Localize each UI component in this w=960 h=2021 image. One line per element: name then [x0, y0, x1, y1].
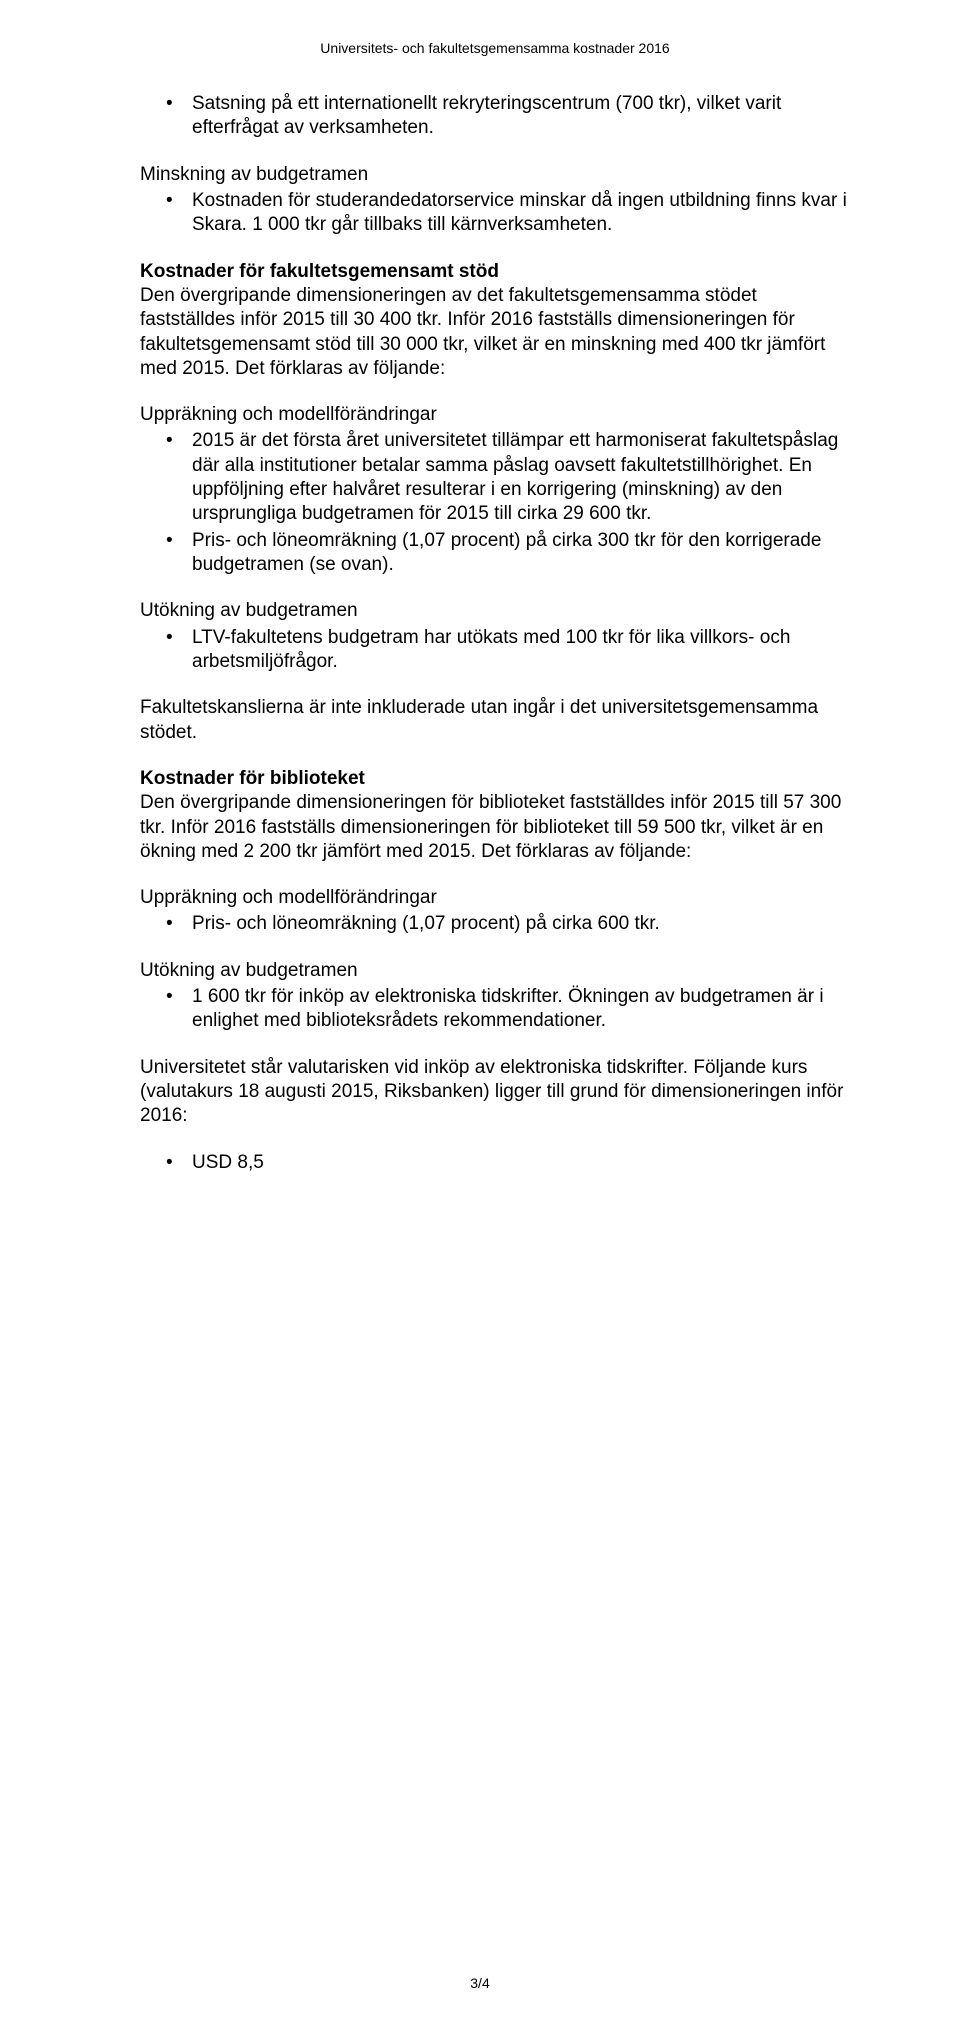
- bullet-list: USD 8,5: [140, 1151, 850, 1175]
- list-item: Kostnaden för studerandedatorservice min…: [192, 189, 850, 238]
- paragraph: Utökning av budgetramen: [140, 599, 850, 623]
- page-footer: 3/4: [0, 1975, 960, 1991]
- bullet-list: Pris- och löneomräkning (1,07 procent) p…: [140, 912, 850, 936]
- section-text: Den övergripande dimensioneringen för bi…: [140, 792, 841, 862]
- section-text: Den övergripande dimensioneringen av det…: [140, 285, 825, 379]
- list-item: LTV-fakultetens budgetram har utökats me…: [192, 626, 850, 675]
- list-item: Pris- och löneomräkning (1,07 procent) p…: [192, 529, 850, 578]
- list-item: Satsning på ett internationellt rekryter…: [192, 92, 850, 141]
- document-body: Satsning på ett internationellt rekryter…: [140, 92, 850, 1175]
- bullet-list: Kostnaden för studerandedatorservice min…: [140, 189, 850, 238]
- page-header: Universitets- och fakultetsgemensamma ko…: [140, 40, 850, 56]
- page: Universitets- och fakultetsgemensamma ko…: [0, 0, 960, 2021]
- paragraph: Kostnader för fakultetsgemensamt stöd De…: [140, 260, 850, 382]
- bullet-list: Satsning på ett internationellt rekryter…: [140, 92, 850, 141]
- list-item: 1 600 tkr för inköp av elektroniska tids…: [192, 985, 850, 1034]
- section-heading: Kostnader för biblioteket: [140, 768, 365, 789]
- paragraph: Universitetet står valutarisken vid inkö…: [140, 1056, 850, 1129]
- list-item: USD 8,5: [192, 1151, 850, 1175]
- paragraph: Minskning av budgetramen: [140, 163, 850, 187]
- paragraph: Uppräkning och modellförändringar: [140, 886, 850, 910]
- paragraph: Fakultetskanslierna är inte inkluderade …: [140, 696, 850, 745]
- bullet-list: 1 600 tkr för inköp av elektroniska tids…: [140, 985, 850, 1034]
- paragraph: Utökning av budgetramen: [140, 959, 850, 983]
- bullet-list: 2015 är det första året universitetet ti…: [140, 429, 850, 577]
- paragraph: Uppräkning och modellförändringar: [140, 403, 850, 427]
- paragraph: Kostnader för biblioteket Den övergripan…: [140, 767, 850, 864]
- list-item: 2015 är det första året universitetet ti…: [192, 429, 850, 526]
- section-heading: Kostnader för fakultetsgemensamt stöd: [140, 261, 499, 282]
- bullet-list: LTV-fakultetens budgetram har utökats me…: [140, 626, 850, 675]
- list-item: Pris- och löneomräkning (1,07 procent) p…: [192, 912, 850, 936]
